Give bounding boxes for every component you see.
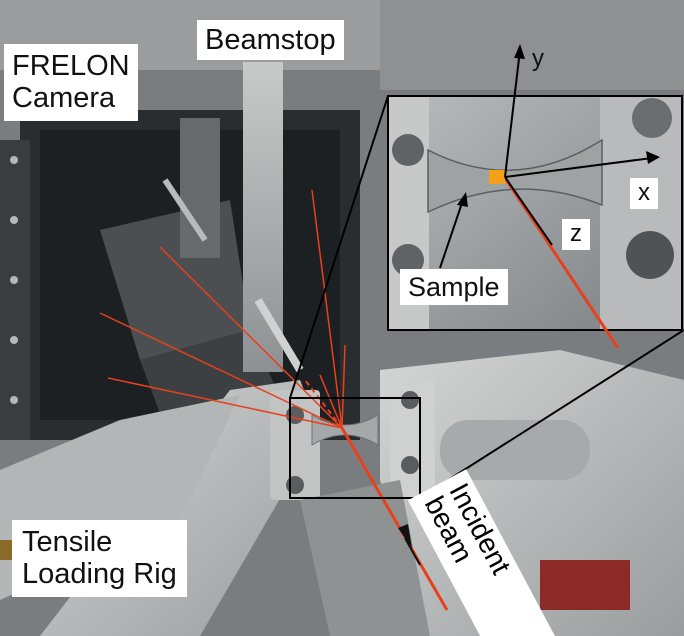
grip-bolt — [286, 476, 304, 494]
screw — [10, 396, 18, 404]
sample-pointer-head — [457, 192, 468, 207]
sample-pointer — [439, 199, 464, 269]
inset-bolt — [392, 134, 424, 166]
incident-beam-line — [340, 427, 449, 611]
camera-side — [0, 140, 30, 440]
beamstop-arm — [243, 62, 283, 372]
left-grip — [270, 390, 320, 500]
axis-y-label: y — [532, 45, 544, 72]
inset-bolt — [392, 244, 424, 276]
inset-beam — [503, 177, 620, 349]
zoom-region — [289, 397, 421, 499]
camera-label-line1: FRELON — [12, 50, 130, 82]
rig-label-line1: Tensile — [22, 526, 113, 558]
beam-arrow — [398, 524, 412, 548]
rod — [162, 178, 208, 242]
sample-label: Sample — [400, 269, 508, 306]
camera-label: FRELON Camera — [4, 44, 138, 121]
axis-x-line — [504, 157, 653, 178]
screw — [10, 276, 18, 284]
screw — [10, 336, 18, 344]
top-right-plate — [380, 0, 684, 90]
axis-x-arrow — [646, 151, 660, 164]
axis-y-arrow — [514, 44, 525, 59]
zoom-connector — [289, 95, 389, 399]
red-component — [540, 560, 630, 610]
rig-label-line2: Loading Rig — [22, 558, 177, 591]
beam-arrow-shaft — [404, 537, 421, 566]
inset-bolt — [626, 231, 674, 279]
grip-bolt — [401, 456, 419, 474]
axis-x-label: x — [630, 178, 658, 209]
inset-zoom — [387, 44, 683, 349]
beamstop-rod — [254, 297, 304, 373]
sample-spot — [489, 170, 505, 184]
rig-center — [300, 480, 430, 636]
beamstop-label: Beamstop — [197, 20, 344, 61]
grip-bolt — [401, 391, 419, 409]
axis-y-line — [504, 49, 521, 178]
axis-z-label: z — [562, 219, 590, 250]
screw — [10, 156, 18, 164]
camera-label-line2: Camera — [12, 82, 116, 115]
rig-label: Tensile Loading Rig — [12, 520, 187, 597]
inset-bolt — [632, 98, 672, 138]
transmitted-beam — [304, 379, 343, 429]
axis-z-line — [504, 176, 553, 246]
slot — [440, 420, 590, 480]
cable — [0, 540, 12, 560]
screw — [10, 216, 18, 224]
right-grip — [390, 380, 435, 500]
